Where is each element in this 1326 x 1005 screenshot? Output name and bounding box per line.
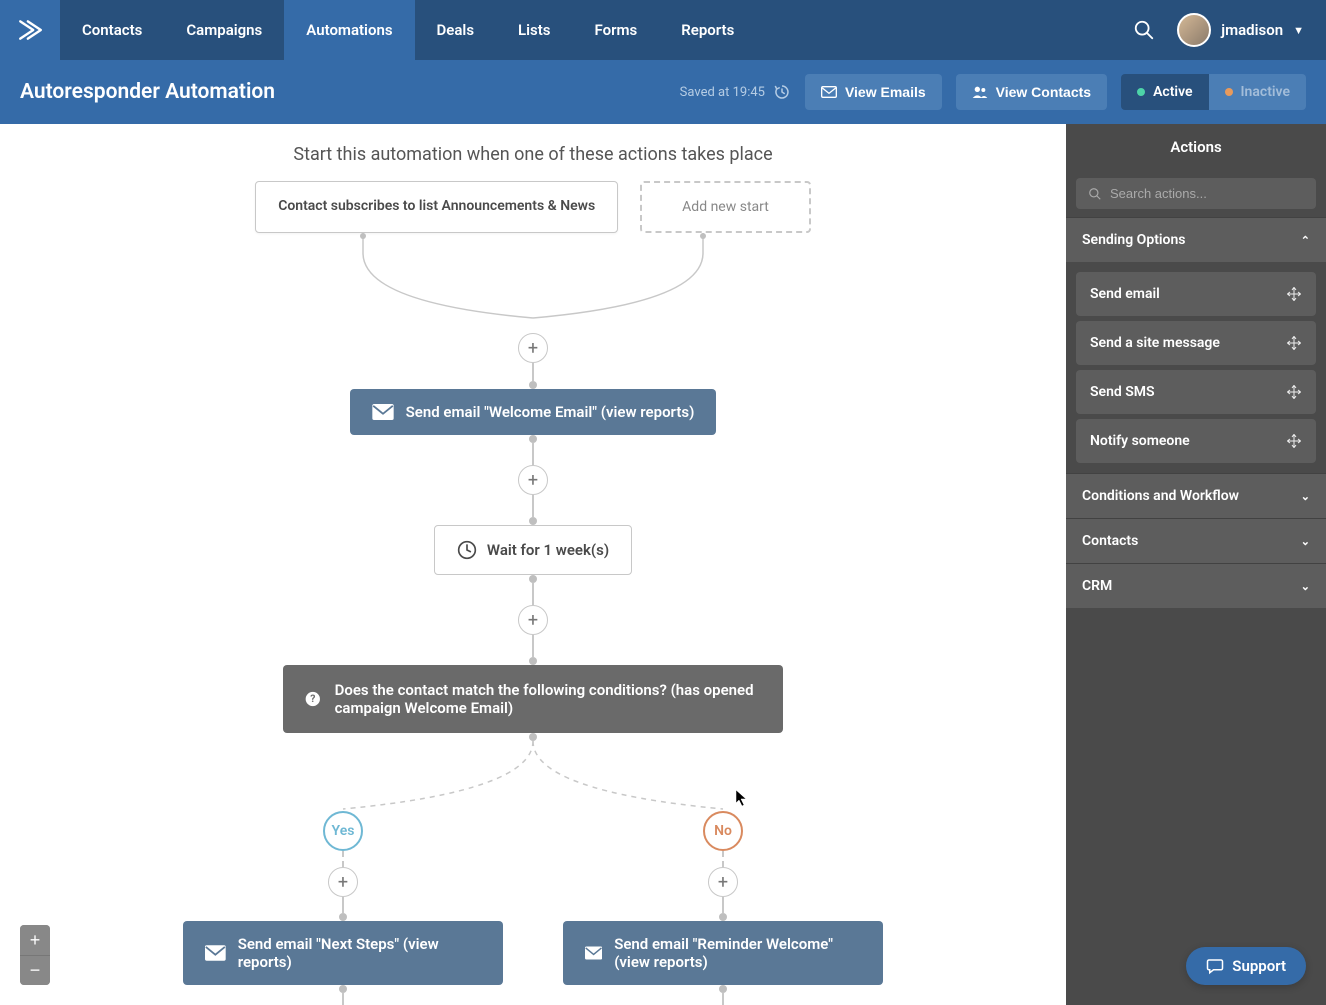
zoom-out-button[interactable]: − xyxy=(20,955,50,985)
nav-forms[interactable]: Forms xyxy=(573,0,660,60)
nav-contacts[interactable]: Contacts xyxy=(60,0,164,60)
toggle-inactive[interactable]: Inactive xyxy=(1209,74,1306,110)
automation-canvas[interactable]: Start this automation when one of these … xyxy=(0,124,1066,1005)
action-send-email[interactable]: Send email xyxy=(1076,272,1316,316)
drag-icon xyxy=(1286,384,1302,400)
search-icon[interactable] xyxy=(1133,19,1155,41)
top-nav: Contacts Campaigns Automations Deals Lis… xyxy=(0,0,1326,60)
add-start-button[interactable]: Add new start xyxy=(640,181,811,233)
add-step-button[interactable]: + xyxy=(518,333,548,363)
avatar xyxy=(1177,13,1211,47)
email-icon xyxy=(821,86,837,98)
drag-icon xyxy=(1286,335,1302,351)
start-trigger-node[interactable]: Contact subscribes to list Announcements… xyxy=(255,181,618,233)
sidebar-title: Actions xyxy=(1066,124,1326,170)
svg-text:?: ? xyxy=(310,692,315,705)
username: jmadison xyxy=(1221,21,1283,39)
user-menu[interactable]: jmadison ▼ xyxy=(1177,13,1304,47)
action-site-message[interactable]: Send a site message xyxy=(1076,321,1316,365)
clock-icon xyxy=(457,540,477,560)
drag-icon xyxy=(1286,286,1302,302)
send-email-welcome-node[interactable]: Send email "Welcome Email" (view reports… xyxy=(350,389,717,435)
search-icon xyxy=(1088,187,1102,201)
send-email-reminder-node[interactable]: Send email "Reminder Welcome" (view repo… xyxy=(563,921,883,985)
active-dot-icon xyxy=(1137,88,1145,96)
email-icon xyxy=(585,945,602,961)
view-emails-button[interactable]: View Emails xyxy=(805,74,942,110)
view-contacts-button[interactable]: View Contacts xyxy=(956,74,1107,110)
search-input[interactable] xyxy=(1110,186,1304,201)
send-email-next-steps-node[interactable]: Send email "Next Steps" (view reports) xyxy=(183,921,503,985)
status-toggle: Active Inactive xyxy=(1121,74,1306,110)
contacts-icon xyxy=(972,85,988,99)
nav-reports[interactable]: Reports xyxy=(659,0,756,60)
drag-icon xyxy=(1286,433,1302,449)
branch-no[interactable]: No xyxy=(703,811,743,851)
page-title: Autoresponder Automation xyxy=(20,80,275,104)
saved-status: Saved at 19:45 xyxy=(680,83,791,101)
inactive-dot-icon xyxy=(1225,88,1233,96)
question-icon: ? xyxy=(305,688,321,710)
nav-deals[interactable]: Deals xyxy=(415,0,497,60)
add-step-button[interactable]: + xyxy=(518,605,548,635)
logo[interactable] xyxy=(0,0,60,60)
nav-automations[interactable]: Automations xyxy=(284,0,414,60)
chevron-down-icon: ⌄ xyxy=(1301,535,1310,548)
chevron-down-icon: ▼ xyxy=(1293,24,1304,37)
toggle-active[interactable]: Active xyxy=(1121,74,1208,110)
section-crm[interactable]: CRM ⌄ xyxy=(1066,563,1326,608)
actions-sidebar: Actions Sending Options ⌃ Send email Sen… xyxy=(1066,124,1326,1005)
condition-node[interactable]: ? Does the contact match the following c… xyxy=(283,665,783,733)
history-icon[interactable] xyxy=(773,83,791,101)
zoom-in-button[interactable]: + xyxy=(20,925,50,955)
zoom-controls: + − xyxy=(20,925,50,985)
nav-items: Contacts Campaigns Automations Deals Lis… xyxy=(60,0,756,60)
wait-node[interactable]: Wait for 1 week(s) xyxy=(434,525,632,575)
email-icon xyxy=(372,404,394,420)
start-label: Start this automation when one of these … xyxy=(0,144,1066,165)
chat-icon xyxy=(1206,957,1224,975)
add-step-button[interactable]: + xyxy=(328,867,358,897)
section-sending-options[interactable]: Sending Options ⌃ xyxy=(1066,217,1326,262)
section-conditions[interactable]: Conditions and Workflow ⌄ xyxy=(1066,473,1326,518)
search-actions[interactable] xyxy=(1076,178,1316,209)
email-icon xyxy=(205,945,226,961)
add-step-button[interactable]: + xyxy=(708,867,738,897)
action-send-sms[interactable]: Send SMS xyxy=(1076,370,1316,414)
sub-header: Autoresponder Automation Saved at 19:45 … xyxy=(0,60,1326,124)
support-button[interactable]: Support xyxy=(1186,947,1306,985)
nav-campaigns[interactable]: Campaigns xyxy=(164,0,284,60)
add-step-button[interactable]: + xyxy=(518,465,548,495)
chevron-up-icon: ⌃ xyxy=(1301,234,1310,247)
branch-yes[interactable]: Yes xyxy=(323,811,363,851)
section-contacts[interactable]: Contacts ⌄ xyxy=(1066,518,1326,563)
chevron-down-icon: ⌄ xyxy=(1301,490,1310,503)
chevron-down-icon: ⌄ xyxy=(1301,580,1310,593)
nav-lists[interactable]: Lists xyxy=(496,0,572,60)
action-notify[interactable]: Notify someone xyxy=(1076,419,1316,463)
